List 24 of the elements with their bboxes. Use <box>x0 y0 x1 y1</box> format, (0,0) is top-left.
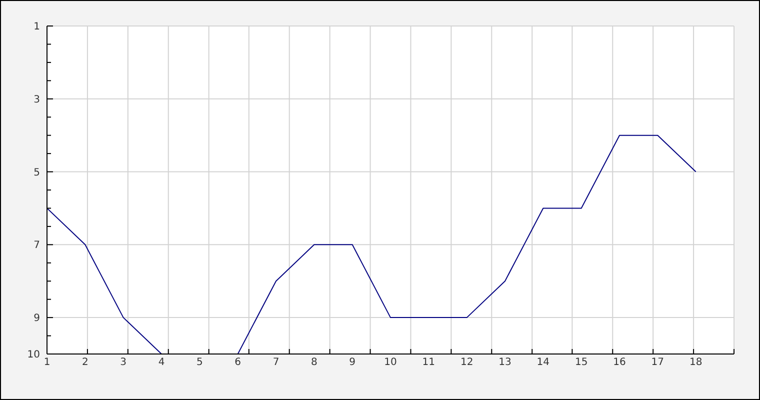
x-tick-label: 10 <box>384 357 397 368</box>
y-tick-label: 10 <box>27 350 40 360</box>
y-tick-label: 7 <box>34 240 40 252</box>
x-tick-label: 12 <box>460 357 474 368</box>
x-tick-label: 9 <box>349 357 356 368</box>
x-tick-label: 2 <box>82 357 88 368</box>
x-tick-label: 3 <box>120 357 127 368</box>
y-tick-label: 5 <box>34 167 40 178</box>
x-tick-label: 6 <box>234 357 242 368</box>
x-tick-label: 16 <box>613 357 626 368</box>
x-tick-label: 17 <box>651 357 664 368</box>
y-tick-label: 3 <box>34 94 40 106</box>
x-tick-label: 1 <box>44 357 50 368</box>
y-tick-label: 1 <box>34 22 40 32</box>
x-tick-label: 7 <box>272 357 280 368</box>
x-tick-label: 13 <box>498 357 512 368</box>
x-tick-label: 18 <box>689 357 702 368</box>
y-tick-label: 9 <box>34 313 40 324</box>
x-tick-label: 8 <box>310 357 318 368</box>
x-tick-label: 5 <box>196 357 203 368</box>
x-tick-label: 14 <box>536 357 550 368</box>
x-tick-label: 4 <box>158 357 165 368</box>
x-tick-label: 11 <box>422 357 436 368</box>
x-tick-label: 15 <box>574 357 588 368</box>
